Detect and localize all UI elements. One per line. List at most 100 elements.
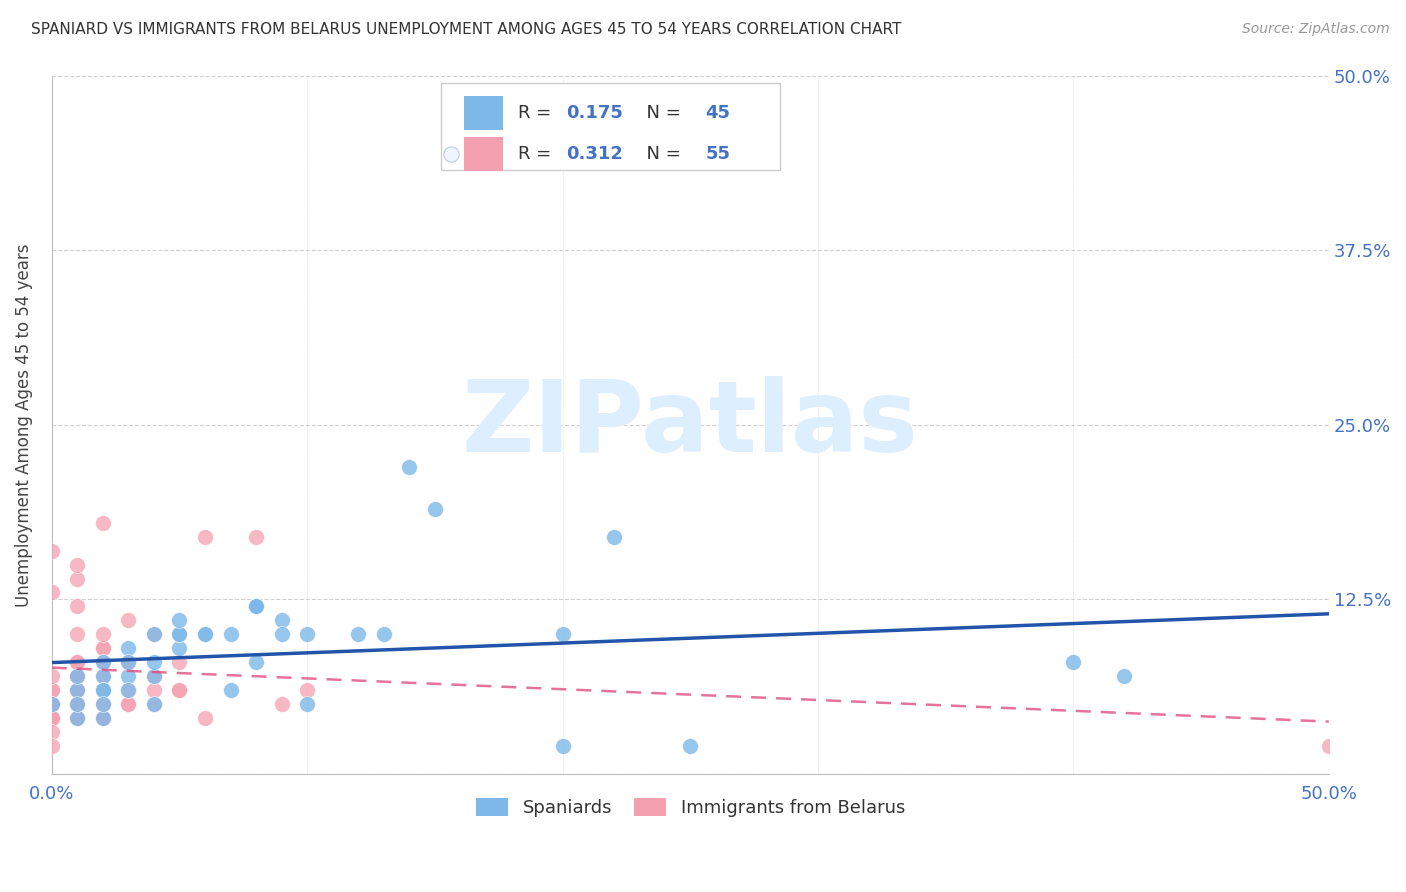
Point (41, 543, 63, 558)
Point (142, 627, 165, 641)
Text: ZIPatlas: ZIPatlas (461, 376, 918, 474)
Point (169, 683, 191, 698)
Point (551, 627, 574, 641)
Point (194, 711, 217, 725)
Point (91, 669, 114, 683)
Point (91, 641, 114, 656)
Point (41, 683, 63, 698)
Point (41, 711, 63, 725)
Point (373, 627, 395, 641)
Point (41, 711, 63, 725)
Point (66, 656, 89, 670)
Text: N =: N = (636, 104, 688, 122)
Point (66, 669, 89, 683)
Point (41, 739, 63, 754)
Point (142, 669, 165, 683)
Text: R =: R = (517, 104, 557, 122)
Point (41, 698, 63, 712)
Point (91, 669, 114, 683)
Text: 0.312: 0.312 (567, 145, 623, 163)
Point (219, 627, 242, 641)
Point (194, 627, 217, 641)
Point (423, 501, 446, 516)
Point (91, 711, 114, 725)
Point (41, 669, 63, 683)
Point (66, 698, 89, 712)
Point (66, 627, 89, 641)
Point (295, 627, 318, 641)
Point (169, 683, 191, 698)
Point (66, 572, 89, 586)
Point (91, 656, 114, 670)
Point (398, 459, 420, 474)
Point (245, 599, 267, 614)
Point (245, 530, 267, 544)
Point (66, 711, 89, 725)
Point (117, 614, 139, 628)
Point (169, 641, 191, 656)
Point (117, 641, 139, 656)
Point (142, 698, 165, 712)
Point (91, 656, 114, 670)
Point (602, 530, 624, 544)
Point (270, 627, 292, 641)
Point (66, 558, 89, 572)
Point (41, 683, 63, 698)
Point (117, 683, 139, 698)
Point (1114, 669, 1136, 683)
Point (551, 739, 574, 754)
Point (66, 683, 89, 698)
Point (91, 627, 114, 641)
Point (66, 711, 89, 725)
Point (117, 698, 139, 712)
Point (295, 698, 318, 712)
Point (91, 711, 114, 725)
Point (219, 683, 242, 698)
Point (66, 711, 89, 725)
Text: Source: ZipAtlas.com: Source: ZipAtlas.com (1241, 22, 1389, 37)
Point (117, 669, 139, 683)
Point (1062, 656, 1084, 670)
Point (91, 683, 114, 698)
Point (66, 698, 89, 712)
Text: 0.175: 0.175 (567, 104, 623, 122)
Text: R =: R = (517, 145, 557, 163)
Point (270, 614, 292, 628)
Point (41, 698, 63, 712)
Point (66, 698, 89, 712)
Point (66, 656, 89, 670)
Point (117, 656, 139, 670)
Point (245, 599, 267, 614)
Point (1317, 739, 1340, 754)
Point (91, 516, 114, 530)
Point (91, 683, 114, 698)
Point (142, 656, 165, 670)
Text: SPANIARD VS IMMIGRANTS FROM BELARUS UNEMPLOYMENT AMONG AGES 45 TO 54 YEARS CORRE: SPANIARD VS IMMIGRANTS FROM BELARUS UNEM… (31, 22, 901, 37)
Point (142, 627, 165, 641)
Point (295, 683, 318, 698)
FancyBboxPatch shape (441, 82, 780, 169)
Point (347, 627, 370, 641)
Point (194, 530, 217, 544)
FancyBboxPatch shape (464, 137, 502, 171)
Point (194, 627, 217, 641)
Point (66, 683, 89, 698)
Point (41, 725, 63, 739)
Text: 55: 55 (706, 145, 731, 163)
Point (41, 585, 63, 599)
Point (91, 683, 114, 698)
Point (117, 656, 139, 670)
Point (169, 656, 191, 670)
Point (91, 698, 114, 712)
Point (169, 627, 191, 641)
Point (91, 711, 114, 725)
Point (169, 614, 191, 628)
Point (66, 669, 89, 683)
Point (41, 698, 63, 712)
Point (679, 739, 702, 754)
Text: N =: N = (636, 145, 688, 163)
Point (245, 656, 267, 670)
Y-axis label: Unemployment Among Ages 45 to 54 years: Unemployment Among Ages 45 to 54 years (15, 244, 32, 607)
Point (91, 641, 114, 656)
Point (66, 599, 89, 614)
